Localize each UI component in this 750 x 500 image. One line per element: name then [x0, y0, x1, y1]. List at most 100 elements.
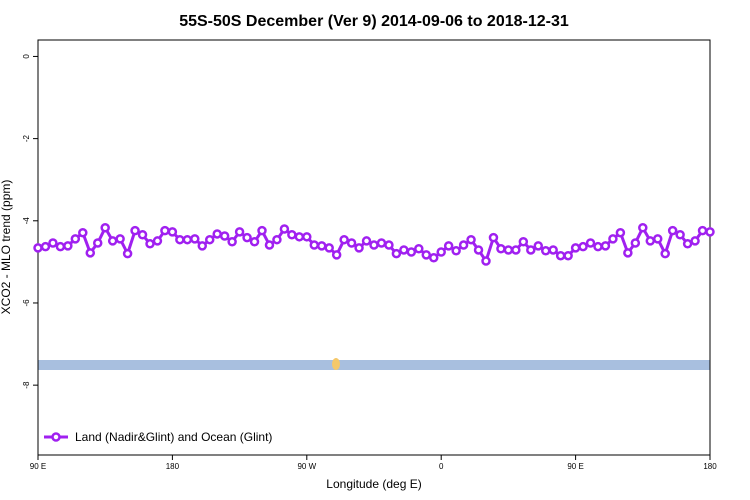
data-point: [600, 241, 611, 251]
data-point: [219, 231, 230, 241]
y-tick-label: 0: [22, 54, 31, 59]
data-point: [511, 245, 521, 255]
data-point: [331, 250, 342, 260]
data-point: [361, 236, 372, 246]
data-point: [697, 225, 708, 236]
data-point: [682, 239, 693, 249]
data-point: [376, 238, 387, 248]
data-point: [488, 232, 499, 243]
data-point: [324, 243, 334, 253]
data-point: [309, 240, 320, 250]
data-point: [137, 230, 148, 240]
data-point: [40, 241, 51, 252]
data-point: [346, 238, 357, 248]
data-point: [249, 236, 260, 247]
x-tick-label: 180: [166, 462, 180, 471]
data-point: [667, 225, 678, 236]
data-point: [339, 234, 349, 245]
data-point: [227, 236, 237, 247]
legend-label: Land (Nadir&Glint) and Ocean (Glint): [75, 430, 272, 444]
data-point: [496, 243, 506, 254]
y-axis-label: XCO2 - MLO trend (ppm): [0, 180, 13, 315]
data-point: [436, 247, 446, 257]
data-point: [414, 243, 424, 254]
data-point: [578, 241, 588, 252]
data-point: [623, 248, 633, 258]
data-point: [630, 238, 641, 248]
data-point: [585, 238, 596, 248]
data-point: [421, 250, 432, 260]
data-point: [107, 236, 118, 246]
data-point: [481, 256, 491, 266]
data-point: [287, 230, 297, 240]
data-point: [526, 245, 536, 255]
y-tick-label: -2: [22, 135, 31, 143]
data-point: [518, 236, 529, 247]
data-point: [160, 225, 170, 236]
data-point: [302, 232, 312, 242]
data-point: [316, 241, 327, 251]
data-point: [555, 250, 566, 261]
data-point: [391, 248, 402, 259]
data-point: [690, 236, 700, 246]
data-point: [354, 243, 364, 253]
data-point: [384, 240, 394, 250]
data-point: [242, 232, 252, 243]
data-point: [406, 247, 417, 257]
data-point: [428, 253, 439, 263]
data-point: [55, 241, 66, 252]
data-point: [33, 243, 43, 253]
chart-title: 55S-50S December (Ver 9) 2014-09-06 to 2…: [179, 13, 569, 30]
data-point: [204, 234, 215, 245]
data-point: [570, 243, 581, 253]
data-point: [451, 246, 461, 256]
data-point: [197, 241, 208, 251]
data-point: [175, 234, 185, 245]
data-point: [473, 245, 484, 255]
land-patch: [332, 358, 340, 370]
data-point: [533, 241, 544, 251]
x-tick-label: 90 E: [30, 462, 46, 471]
data-point: [92, 238, 103, 248]
land-band: [38, 360, 710, 370]
data-point: [152, 236, 163, 246]
data-point: [652, 234, 663, 244]
x-tick-label: 0: [439, 462, 444, 471]
data-point: [190, 234, 200, 244]
data-point: [167, 227, 178, 237]
data-point: [369, 240, 379, 250]
data-point: [593, 241, 603, 252]
data-point: [540, 246, 551, 256]
data-point: [563, 250, 573, 261]
data-point: [638, 223, 648, 233]
x-axis-label: Longitude (deg E): [326, 477, 421, 491]
data-point: [705, 227, 715, 237]
data-point: [78, 227, 88, 238]
x-tick-label: 90 E: [567, 462, 583, 471]
data-point: [279, 224, 290, 234]
data-point: [145, 239, 155, 249]
data-point: [48, 238, 58, 248]
y-tick-label: -4: [22, 217, 31, 225]
data-point: [458, 240, 469, 250]
data-point: [100, 223, 110, 233]
data-point: [399, 245, 409, 255]
data-point: [608, 234, 618, 244]
data-point: [85, 248, 96, 258]
data-point: [272, 234, 282, 245]
y-tick-label: -8: [22, 381, 31, 389]
data-point: [115, 234, 125, 244]
data-point: [675, 230, 685, 240]
data-point: [466, 234, 476, 245]
data-point: [122, 248, 133, 259]
data-point: [548, 245, 558, 255]
data-point: [443, 241, 454, 251]
data-point: [234, 227, 245, 237]
data-point: [660, 248, 670, 259]
data-point: [503, 245, 514, 255]
y-tick-label: -6: [22, 299, 31, 307]
data-point: [294, 232, 305, 242]
x-tick-label: 90 W: [297, 462, 316, 471]
data-point: [212, 229, 222, 239]
